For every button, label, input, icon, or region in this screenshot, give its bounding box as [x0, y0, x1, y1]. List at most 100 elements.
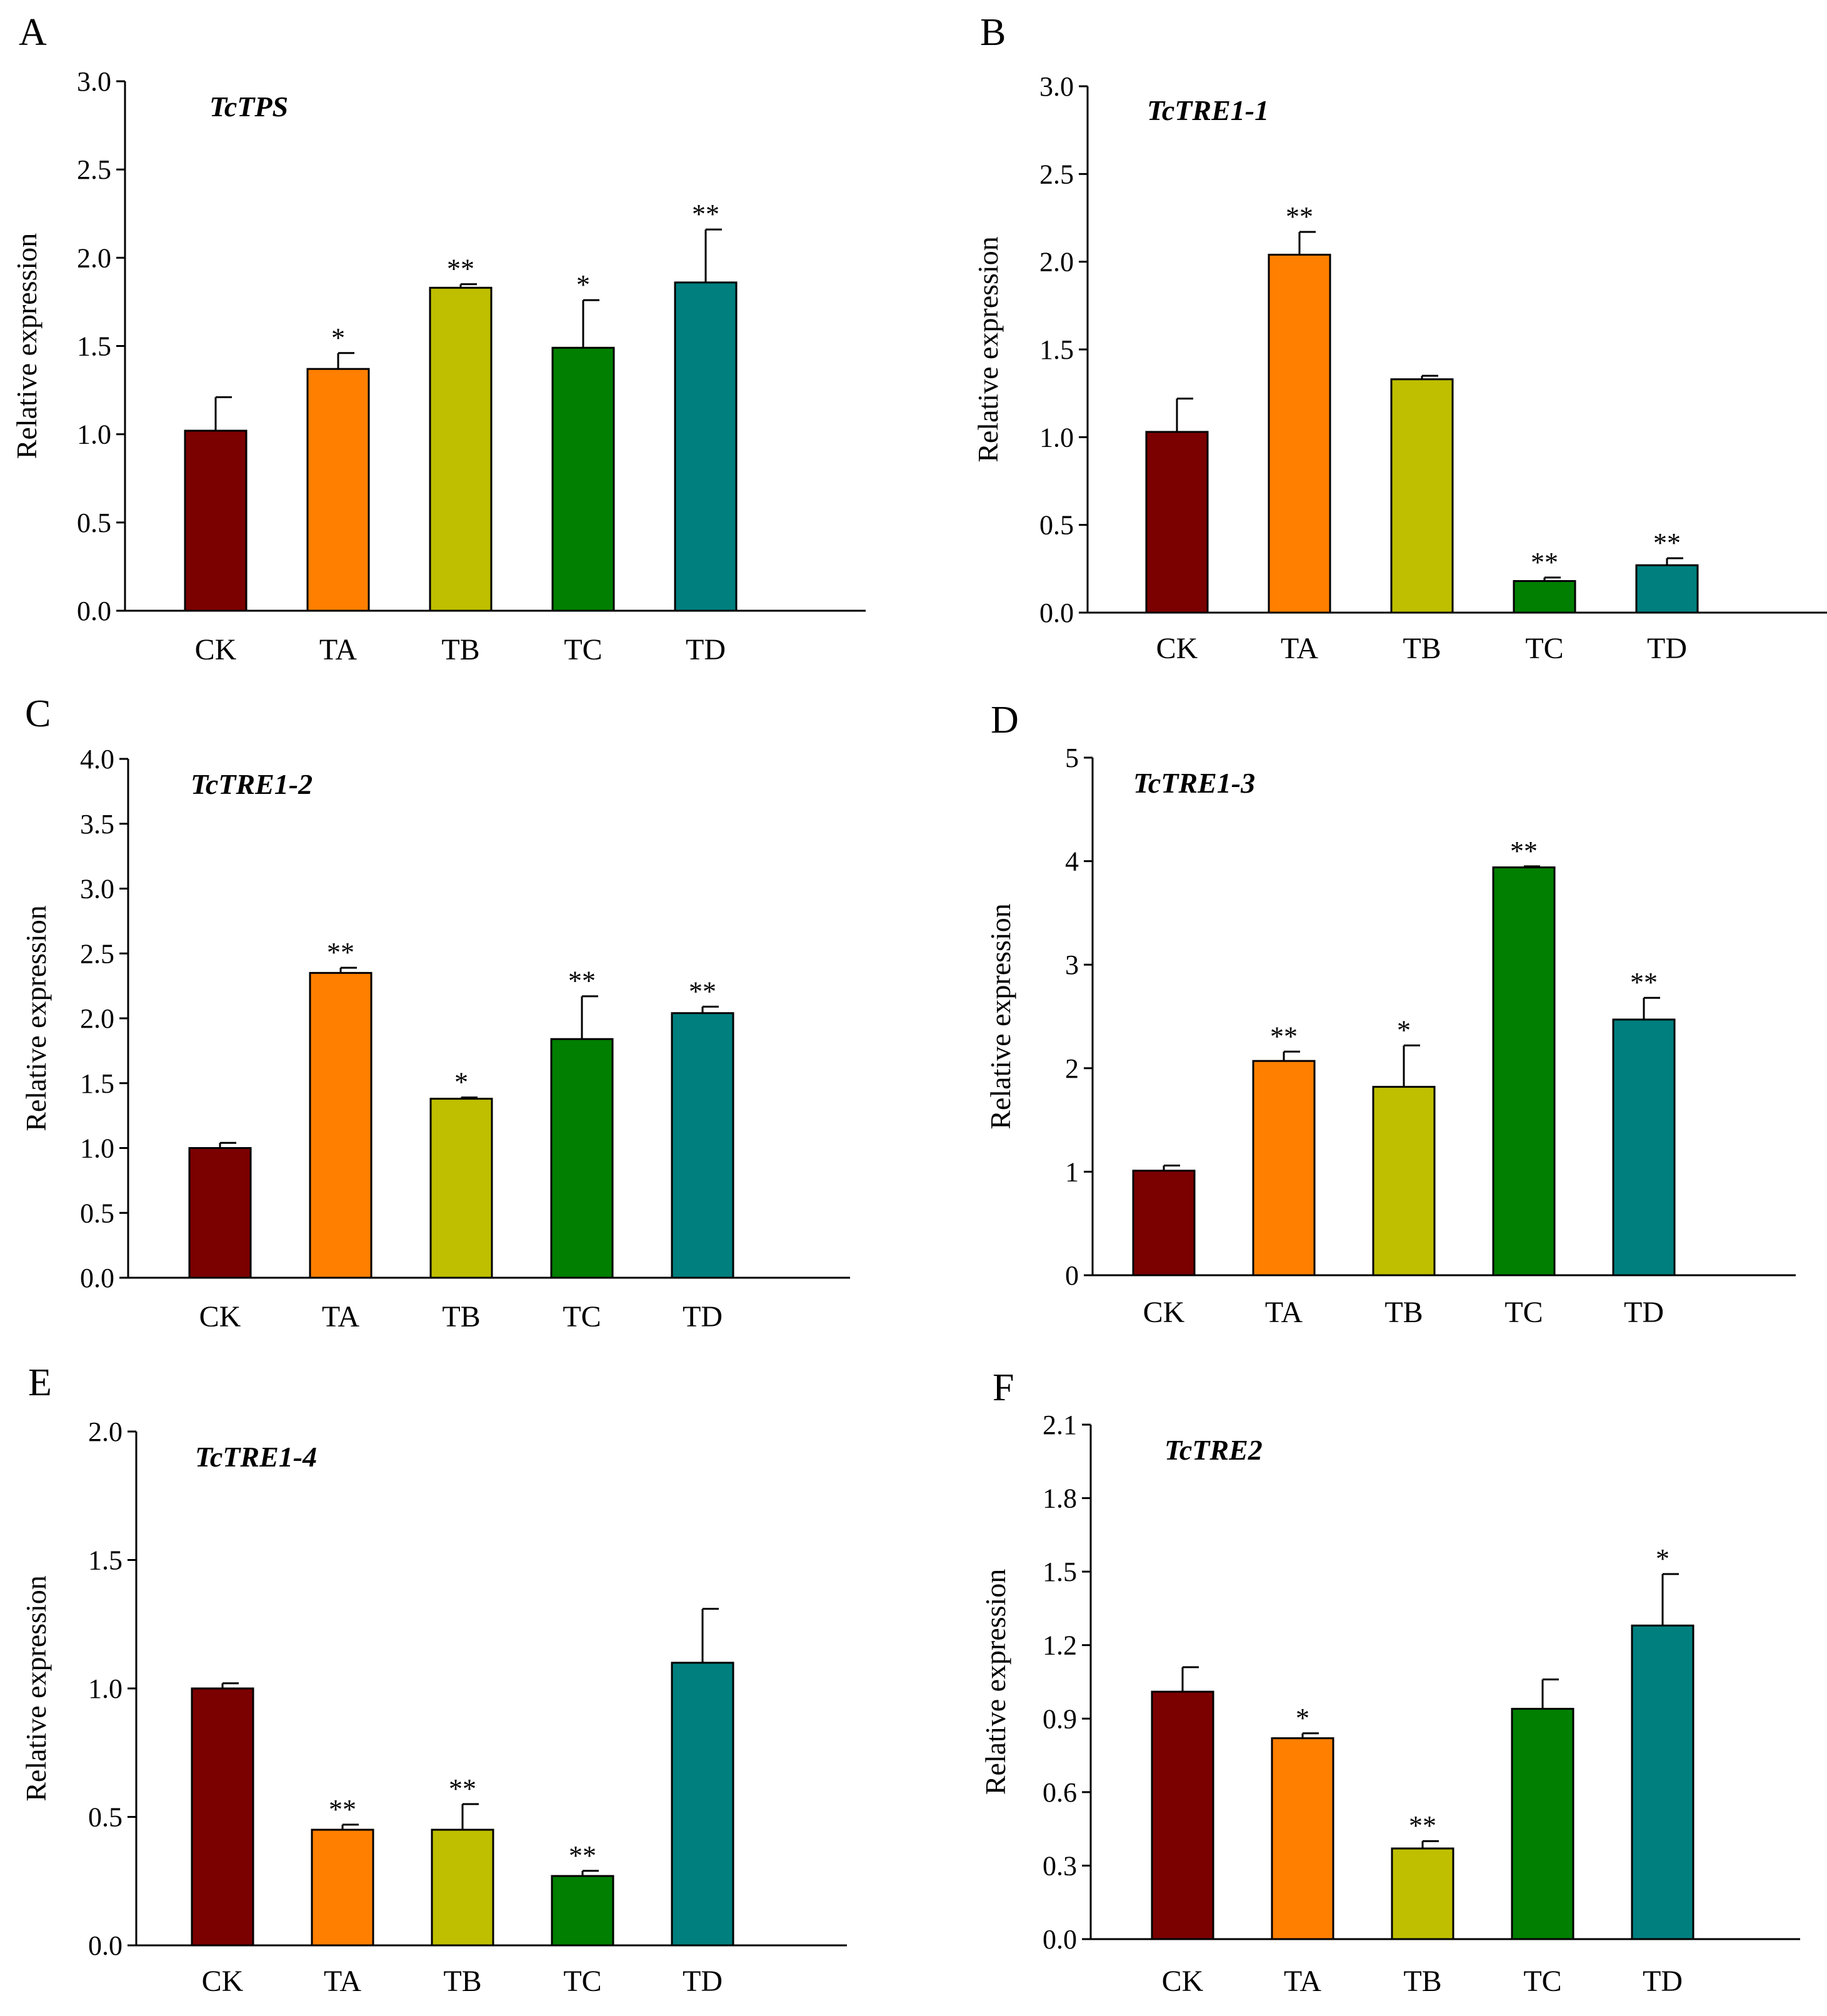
significance-label: **: [447, 254, 474, 284]
x-tick-label: TB: [1403, 632, 1441, 665]
bar-ta: [309, 971, 373, 1279]
y-tick-label: 1.5: [1043, 1557, 1077, 1587]
y-axis-label: Relative expression: [979, 1569, 1011, 1795]
x-tick-label: CK: [1143, 1296, 1185, 1329]
bar-td: [671, 1662, 734, 1947]
bar-ck: [1145, 431, 1209, 614]
x-tick-label: TD: [686, 633, 726, 666]
chart-panel-a: A 0.0 0.5 1.0 1.5 2.0 2.5 3.0 Relative expressio…: [11, 11, 866, 666]
significance-label: **: [329, 1794, 356, 1825]
y-tick-label: 1.0: [1039, 422, 1074, 453]
x-tick-label: TA: [1284, 1965, 1321, 1998]
bar-td: [671, 1012, 734, 1279]
y-tick-label: 0.0: [1043, 1924, 1077, 1955]
x-tick-label: TD: [683, 1965, 723, 1998]
chart-title: TcTRE1-4: [195, 1441, 317, 1473]
y-tick-label: 3.5: [80, 809, 114, 840]
y-axis-label: Relative expression: [20, 905, 52, 1131]
x-tick-label: TB: [1384, 1296, 1423, 1329]
chart-title: TcTRE2: [1164, 1434, 1263, 1466]
y-tick-label: 1.0: [77, 419, 111, 450]
significance-label: **: [568, 966, 596, 996]
y-tick-label: 2.5: [77, 154, 111, 185]
significance-label: **: [1510, 836, 1538, 866]
x-tick-label: TC: [1504, 1296, 1543, 1329]
bar-ck: [1132, 1170, 1196, 1276]
panel-letter: B: [980, 11, 1006, 54]
y-tick-label: 3.0: [1039, 71, 1074, 102]
y-axis-label: Relative expression: [20, 1575, 52, 1802]
significance-label: **: [1286, 201, 1313, 232]
y-axis-label: Relative expression: [972, 236, 1004, 463]
bar-ta: [1268, 253, 1331, 614]
y-tick-label: 0: [1065, 1260, 1079, 1291]
x-tick-label: CK: [1156, 632, 1198, 665]
y-tick-label: 2.0: [80, 1003, 114, 1034]
y-tick-label: 2.0: [1039, 247, 1074, 278]
x-tick-label: TA: [324, 1965, 361, 1998]
significance-label: **: [1653, 528, 1681, 558]
bar-tc: [550, 1038, 614, 1279]
y-tick-label: 2.5: [1039, 159, 1074, 189]
significance-label: *: [1296, 1703, 1309, 1733]
y-tick-label: 5: [1065, 743, 1079, 773]
x-tick-label: TC: [1523, 1965, 1561, 1998]
chart-panel-d: D 0 1 2 3 4 5 Relative expression TcTRE1-3 CK ** TA…: [984, 699, 1796, 1329]
chart-panel-c: C 0.0 0.5 1.0 1.5 2.0 2.5 3.0 3.5 4.0 Relative exp…: [20, 693, 850, 1333]
bar-td: [674, 281, 738, 612]
x-tick-label: TB: [441, 633, 479, 666]
y-axis-label: Relative expression: [11, 233, 43, 459]
panel-letter: E: [28, 1362, 52, 1404]
y-tick-label: 2.5: [80, 938, 114, 969]
y-tick-label: 1.0: [80, 1133, 114, 1164]
y-tick-label: 3.0: [80, 874, 114, 905]
y-tick-label: 0.0: [88, 1930, 123, 1961]
y-tick-label: 3: [1065, 950, 1079, 980]
chart-title: TcTRE1-3: [1133, 767, 1255, 799]
bar-ta: [1271, 1737, 1334, 1940]
bar-tc: [1511, 1708, 1574, 1940]
significance-label: **: [1270, 1021, 1298, 1051]
x-tick-label: TD: [1647, 632, 1687, 665]
chart-panel-f: F 0.0 0.3 0.6 0.9 1.2 1.5 1.8 2.1 Relative expres…: [979, 1367, 1800, 1998]
x-tick-label: TD: [1643, 1965, 1683, 1998]
bar-ta: [311, 1828, 374, 1947]
y-tick-label: 0.5: [77, 508, 111, 538]
bar-ta: [306, 368, 370, 612]
significance-label: **: [1630, 967, 1658, 998]
significance-label: *: [1397, 1015, 1411, 1045]
y-tick-label: 0.5: [1039, 510, 1074, 541]
chart-title: TcTPS: [209, 91, 288, 123]
y-tick-label: 2: [1065, 1053, 1079, 1084]
x-tick-label: TC: [1525, 632, 1563, 665]
significance-label: **: [692, 199, 719, 229]
x-tick-label: TD: [1624, 1296, 1664, 1329]
x-tick-label: TC: [563, 1300, 601, 1333]
bar-ck: [184, 429, 248, 612]
bar-tc: [1513, 579, 1576, 614]
y-tick-label: 1.5: [80, 1068, 114, 1099]
bar-ck: [1151, 1690, 1214, 1940]
y-tick-label: 3.0: [77, 66, 111, 97]
significance-label: **: [1409, 1810, 1436, 1841]
bar-ck: [191, 1687, 254, 1947]
bar-tb: [1390, 378, 1454, 614]
bar-tc: [551, 346, 615, 612]
x-tick-label: TA: [322, 1300, 359, 1333]
x-tick-label: TB: [443, 1965, 481, 1998]
bar-tb: [1372, 1086, 1436, 1276]
y-axis-label: Relative expression: [984, 903, 1016, 1130]
x-tick-label: TA: [1281, 632, 1318, 665]
chart-title: TcTRE1-1: [1147, 94, 1269, 126]
y-tick-label: 0.0: [1039, 598, 1074, 628]
panel-letter: D: [991, 699, 1019, 741]
y-tick-label: 1.5: [77, 331, 111, 362]
bar-tb: [429, 1098, 493, 1279]
bar-td: [1631, 1624, 1694, 1940]
significance-label: **: [449, 1773, 476, 1804]
bar-td: [1612, 1018, 1676, 1276]
y-tick-label: 0.6: [1043, 1777, 1077, 1808]
panel-letter: A: [19, 11, 47, 54]
x-tick-label: TA: [319, 633, 357, 666]
